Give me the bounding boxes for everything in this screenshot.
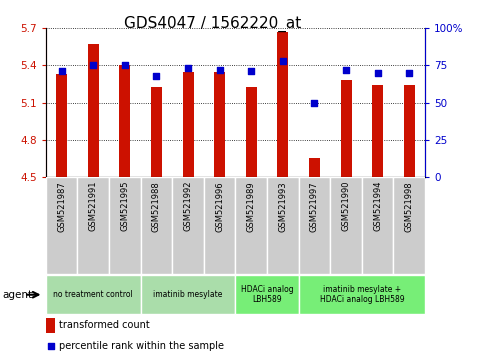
- FancyBboxPatch shape: [77, 177, 109, 274]
- Bar: [372, 85, 383, 177]
- Text: GSM521990: GSM521990: [341, 181, 351, 232]
- FancyBboxPatch shape: [236, 275, 298, 314]
- Point: [279, 58, 287, 64]
- Point: [216, 67, 224, 73]
- FancyBboxPatch shape: [394, 177, 425, 274]
- Text: agent: agent: [2, 290, 32, 300]
- FancyBboxPatch shape: [172, 177, 204, 274]
- FancyBboxPatch shape: [46, 177, 77, 274]
- Text: GSM521996: GSM521996: [215, 181, 224, 232]
- Text: GSM521987: GSM521987: [57, 181, 66, 232]
- Text: GSM521993: GSM521993: [278, 181, 287, 232]
- Bar: [246, 86, 257, 177]
- Text: HDACi analog
LBH589: HDACi analog LBH589: [241, 285, 293, 304]
- Bar: [277, 32, 288, 177]
- Point: [374, 70, 382, 76]
- Bar: [214, 72, 225, 177]
- Text: GSM521994: GSM521994: [373, 181, 382, 232]
- Bar: [151, 86, 162, 177]
- Bar: [88, 44, 99, 177]
- Point: [121, 63, 129, 68]
- Point: [405, 70, 413, 76]
- FancyBboxPatch shape: [236, 177, 267, 274]
- Text: imatinib mesylate: imatinib mesylate: [154, 290, 223, 299]
- Bar: [183, 72, 194, 177]
- FancyBboxPatch shape: [141, 275, 236, 314]
- Bar: [119, 65, 130, 177]
- FancyBboxPatch shape: [330, 177, 362, 274]
- FancyBboxPatch shape: [362, 177, 394, 274]
- FancyBboxPatch shape: [204, 177, 236, 274]
- Point: [153, 73, 160, 79]
- Point: [89, 63, 97, 68]
- Bar: [56, 74, 67, 177]
- Point: [47, 343, 55, 349]
- Text: GSM521991: GSM521991: [89, 181, 98, 232]
- Point: [342, 67, 350, 73]
- Point: [184, 65, 192, 71]
- Text: GSM521998: GSM521998: [405, 181, 414, 232]
- Text: GDS4047 / 1562220_at: GDS4047 / 1562220_at: [124, 16, 301, 32]
- FancyBboxPatch shape: [141, 177, 172, 274]
- Text: GSM521995: GSM521995: [120, 181, 129, 232]
- Bar: [309, 158, 320, 177]
- Text: transformed count: transformed count: [59, 320, 150, 330]
- Text: GSM521989: GSM521989: [247, 181, 256, 232]
- Text: GSM521988: GSM521988: [152, 181, 161, 232]
- Bar: [404, 85, 415, 177]
- Text: percentile rank within the sample: percentile rank within the sample: [59, 341, 224, 351]
- Point: [58, 69, 66, 74]
- FancyBboxPatch shape: [298, 275, 425, 314]
- Text: GSM521992: GSM521992: [184, 181, 193, 232]
- FancyBboxPatch shape: [46, 275, 141, 314]
- Bar: [46, 318, 56, 333]
- Text: GSM521997: GSM521997: [310, 181, 319, 232]
- Text: no treatment control: no treatment control: [54, 290, 133, 299]
- Point: [247, 69, 255, 74]
- FancyBboxPatch shape: [267, 177, 298, 274]
- Bar: [341, 80, 352, 177]
- Text: imatinib mesylate +
HDACi analog LBH589: imatinib mesylate + HDACi analog LBH589: [320, 285, 404, 304]
- Point: [311, 100, 318, 105]
- FancyBboxPatch shape: [298, 177, 330, 274]
- FancyBboxPatch shape: [109, 177, 141, 274]
